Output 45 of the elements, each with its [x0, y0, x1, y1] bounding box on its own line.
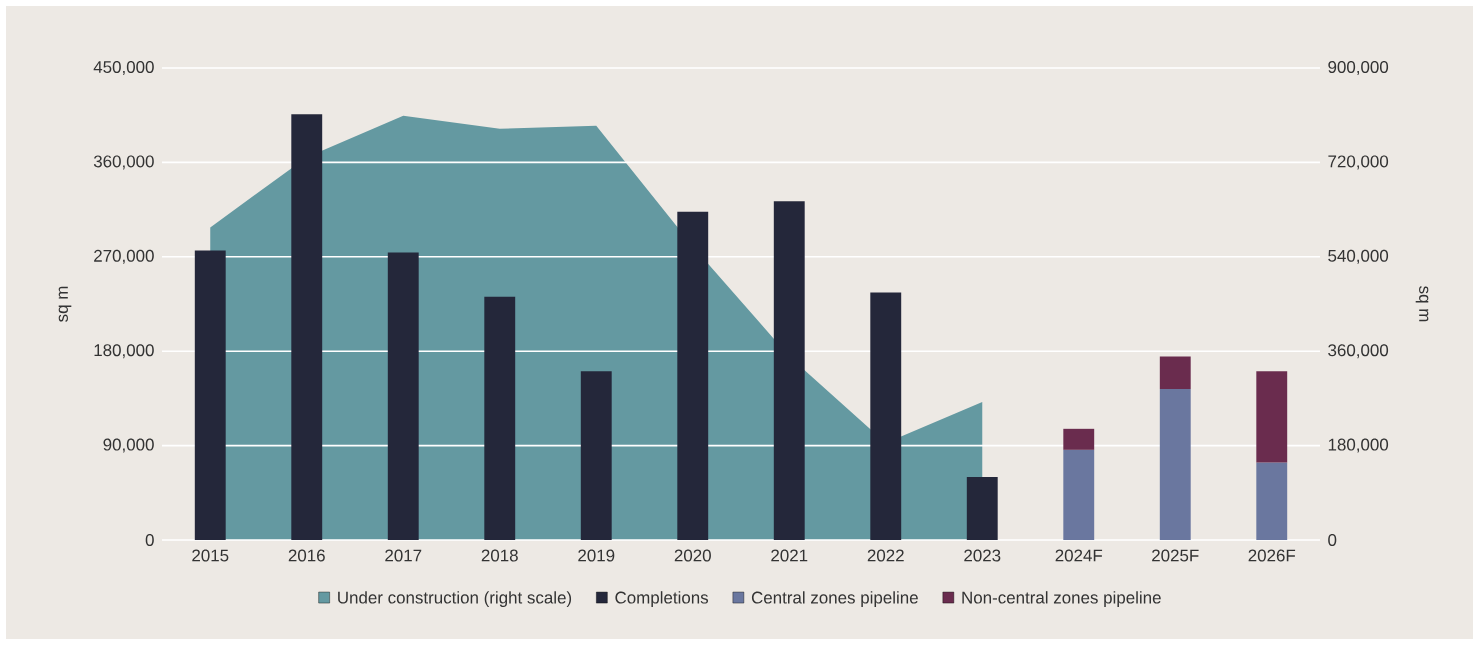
x-tick-label: 2024F: [1055, 549, 1103, 562]
bar: [1063, 428, 1095, 450]
y2-axis-title: sq m: [1415, 286, 1429, 322]
x-tick-label: 2026F: [1248, 549, 1296, 562]
bar: [966, 477, 998, 540]
legend-label: Under construction (right scale): [338, 591, 572, 607]
y-axis-title: sq m: [58, 286, 72, 322]
y2-tick-label: 360,000: [1328, 344, 1389, 359]
legend-label: Central zones pipeline: [751, 591, 918, 607]
bar: [580, 371, 612, 540]
y-tick-label: 270,000: [94, 249, 154, 264]
bar: [1159, 356, 1191, 389]
x-tick-label: 2016: [288, 549, 325, 562]
y2-tick-label: 180,000: [1328, 438, 1389, 453]
y2-tick-label: 540,000: [1328, 249, 1389, 264]
y2-tick-label: 0: [1328, 534, 1337, 546]
y-tick-label: 360,000: [93, 155, 154, 170]
legend-label: Completions: [615, 591, 709, 607]
bar: [870, 292, 902, 540]
bar: [1256, 462, 1288, 540]
legend-label: Non-central zones pipeline: [962, 591, 1161, 607]
x-tick-label: 2017: [385, 549, 422, 562]
x-tick-label: 2018: [481, 549, 518, 562]
bar: [387, 252, 419, 540]
y-tick-label: 90,000: [103, 438, 154, 453]
y-tick-label: 450,000: [93, 61, 154, 75]
bar: [291, 114, 323, 540]
x-tick-label: 2021: [771, 549, 808, 562]
bar: [773, 201, 805, 540]
x-tick-label: 2022: [867, 549, 904, 562]
bar: [484, 296, 516, 540]
bar: [1063, 449, 1095, 540]
bar: [1256, 371, 1288, 463]
x-tick-label: 2019: [578, 549, 615, 562]
x-tick-label: 2020: [674, 549, 711, 562]
y2-tick-label: 900,000: [1328, 61, 1389, 76]
y-tick-label: 0: [145, 534, 154, 546]
y2-tick-label: 720,000: [1328, 155, 1389, 170]
x-tick-label: 2023: [964, 549, 1001, 562]
x-tick-label: 2025F: [1152, 549, 1199, 562]
x-tick-label: 2015: [192, 549, 229, 562]
bar: [194, 250, 226, 540]
bar: [1159, 388, 1191, 540]
y-tick-label: 180,000: [94, 344, 154, 359]
bar: [677, 211, 709, 540]
